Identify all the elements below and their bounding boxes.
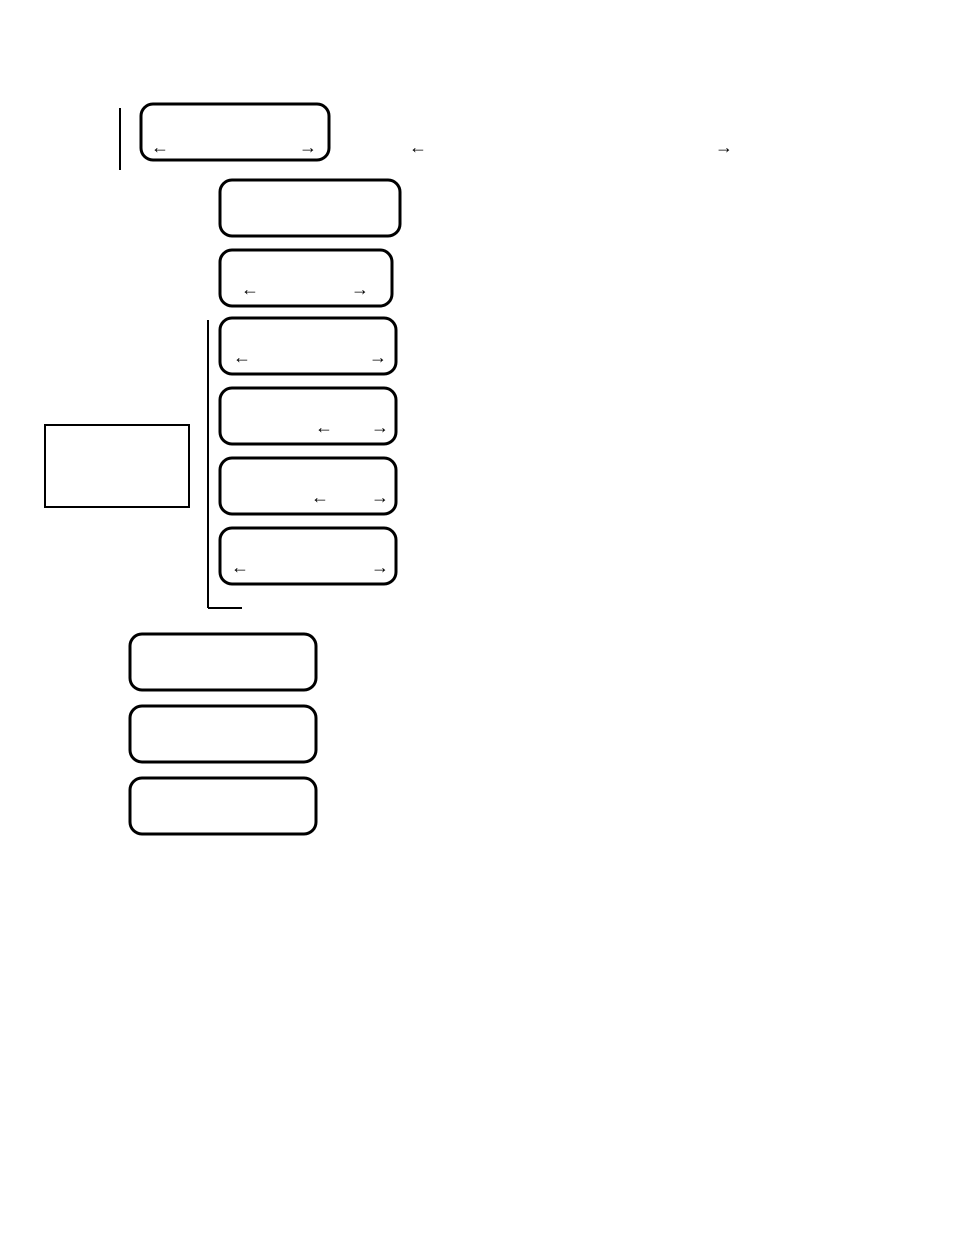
node-n9 bbox=[130, 706, 316, 762]
node-n5 bbox=[220, 388, 396, 444]
arrow-left-icon: ← bbox=[241, 279, 259, 299]
arrow-right-icon: → bbox=[715, 137, 733, 157]
side-rect bbox=[45, 425, 189, 507]
arrow-right-icon: → bbox=[351, 279, 369, 299]
arrow-right-icon: → bbox=[369, 347, 387, 367]
arrow-right-icon: → bbox=[299, 137, 317, 157]
arrow-right-icon: → bbox=[371, 557, 389, 577]
node-n10 bbox=[130, 778, 316, 834]
arrow-left-icon: ← bbox=[315, 417, 333, 437]
arrow-left-icon: ← bbox=[151, 137, 169, 157]
arrow-left-icon: ← bbox=[233, 347, 251, 367]
node-n2 bbox=[220, 180, 400, 236]
arrow-left-icon: ← bbox=[231, 557, 249, 577]
node-n6 bbox=[220, 458, 396, 514]
arrow-right-icon: → bbox=[371, 417, 389, 437]
diagram-canvas: ← → ← → ← → ← → ← → ← → ← → bbox=[0, 0, 954, 1235]
arrow-right-icon: → bbox=[371, 487, 389, 507]
arrow-left-icon: ← bbox=[311, 487, 329, 507]
node-n8 bbox=[130, 634, 316, 690]
arrow-left-icon: ← bbox=[409, 137, 427, 157]
